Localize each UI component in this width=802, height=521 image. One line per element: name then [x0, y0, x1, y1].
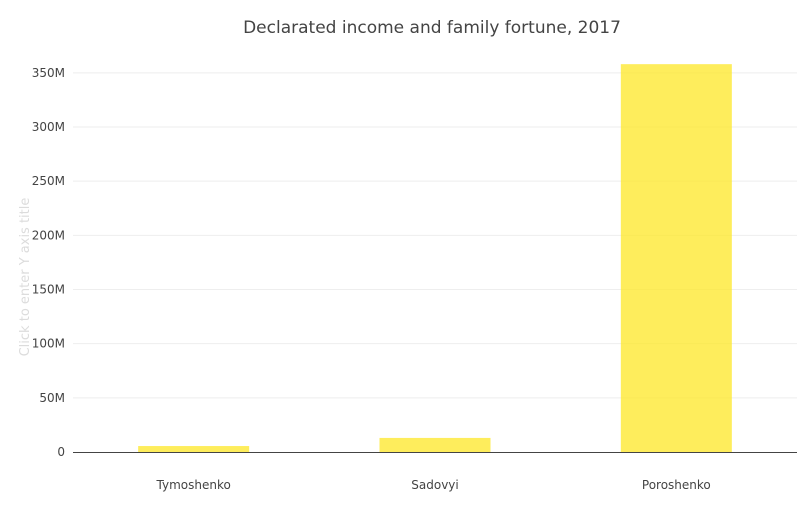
y-axis-ticks: 0 50M 100M 150M 200M 250M 300M 350M — [32, 66, 65, 459]
y-axis-title[interactable]: Click to enter Y axis title — [18, 198, 33, 357]
x-tick-label: Tymoshenko — [156, 478, 231, 492]
y-tick-label: 350M — [32, 66, 65, 80]
gridlines — [73, 72, 797, 399]
y-tick-label: 300M — [32, 120, 65, 134]
bar-tymoshenko[interactable] — [138, 446, 250, 452]
bar-poroshenko[interactable] — [620, 64, 732, 453]
y-tick-label: 100M — [32, 337, 65, 351]
y-tick-label: 200M — [32, 228, 65, 242]
x-tick-label: Poroshenko — [642, 478, 711, 492]
x-tick-label: Sadovyi — [411, 478, 458, 492]
y-tick-label: 150M — [32, 283, 65, 297]
y-tick-label: 250M — [32, 174, 65, 188]
y-tick-label: 50M — [39, 391, 65, 405]
x-axis-ticks: Tymoshenko Sadovyi Poroshenko — [156, 478, 711, 492]
bars — [138, 64, 732, 453]
y-tick-label: 0 — [57, 445, 65, 459]
bar-sadovyi[interactable] — [379, 437, 491, 452]
chart-title: Declarated income and family fortune, 20… — [243, 18, 621, 38]
